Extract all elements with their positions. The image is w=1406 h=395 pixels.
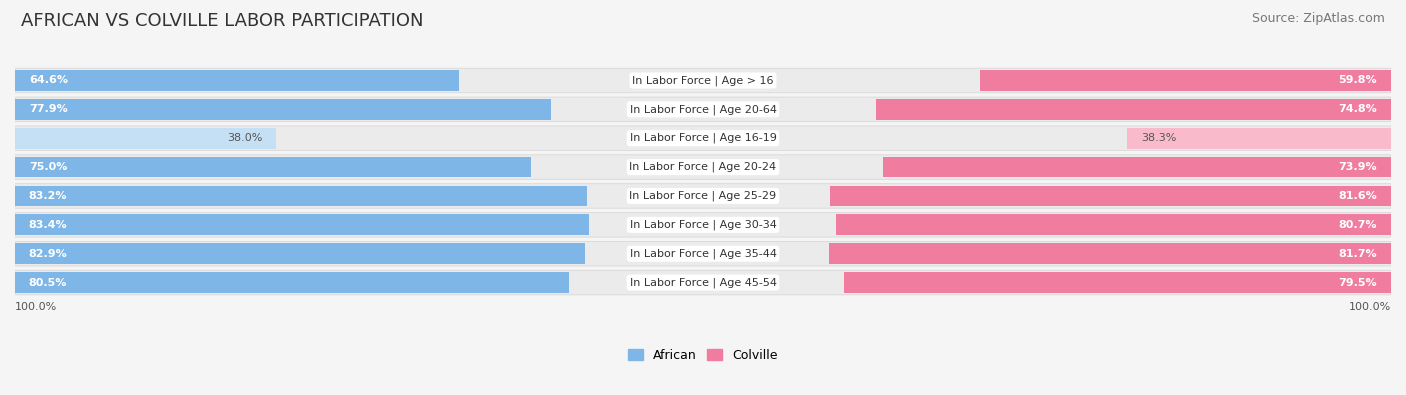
Bar [15, 70, 460, 91]
FancyBboxPatch shape [15, 126, 1391, 150]
Bar [15, 186, 588, 206]
Text: 74.8%: 74.8% [1339, 104, 1378, 114]
Bar [830, 243, 1391, 264]
Text: Source: ZipAtlas.com: Source: ZipAtlas.com [1251, 12, 1385, 25]
Bar [835, 214, 1391, 235]
Bar [1128, 128, 1391, 149]
Text: 38.0%: 38.0% [228, 133, 263, 143]
Text: 81.7%: 81.7% [1339, 249, 1378, 259]
FancyBboxPatch shape [15, 213, 1391, 237]
Bar [876, 99, 1391, 120]
Bar [15, 99, 551, 120]
FancyBboxPatch shape [15, 241, 1391, 266]
Bar [15, 128, 277, 149]
Text: AFRICAN VS COLVILLE LABOR PARTICIPATION: AFRICAN VS COLVILLE LABOR PARTICIPATION [21, 12, 423, 30]
Text: 38.3%: 38.3% [1142, 133, 1177, 143]
FancyBboxPatch shape [15, 68, 1391, 93]
Text: 75.0%: 75.0% [28, 162, 67, 172]
Text: In Labor Force | Age 20-24: In Labor Force | Age 20-24 [630, 162, 776, 172]
Text: 83.2%: 83.2% [28, 191, 67, 201]
Bar [980, 70, 1391, 91]
Bar [15, 157, 531, 177]
Text: In Labor Force | Age 45-54: In Labor Force | Age 45-54 [630, 277, 776, 288]
Text: In Labor Force | Age 16-19: In Labor Force | Age 16-19 [630, 133, 776, 143]
Text: 64.6%: 64.6% [28, 75, 67, 85]
Text: 80.7%: 80.7% [1339, 220, 1378, 230]
Bar [15, 214, 589, 235]
Text: In Labor Force | Age 20-64: In Labor Force | Age 20-64 [630, 104, 776, 115]
Text: 73.9%: 73.9% [1339, 162, 1378, 172]
Text: 100.0%: 100.0% [1348, 302, 1391, 312]
Text: 80.5%: 80.5% [28, 278, 67, 288]
Text: In Labor Force | Age > 16: In Labor Force | Age > 16 [633, 75, 773, 86]
Text: 79.5%: 79.5% [1339, 278, 1378, 288]
Text: 59.8%: 59.8% [1339, 75, 1378, 85]
Text: 77.9%: 77.9% [28, 104, 67, 114]
Bar [883, 157, 1391, 177]
FancyBboxPatch shape [15, 155, 1391, 179]
Text: In Labor Force | Age 30-34: In Labor Force | Age 30-34 [630, 220, 776, 230]
FancyBboxPatch shape [15, 97, 1391, 122]
Text: 82.9%: 82.9% [28, 249, 67, 259]
Text: In Labor Force | Age 25-29: In Labor Force | Age 25-29 [630, 191, 776, 201]
Legend: African, Colville: African, Colville [628, 349, 778, 362]
Bar [15, 243, 585, 264]
Bar [830, 186, 1391, 206]
Text: 83.4%: 83.4% [28, 220, 67, 230]
Text: 81.6%: 81.6% [1339, 191, 1378, 201]
FancyBboxPatch shape [15, 270, 1391, 295]
Text: 100.0%: 100.0% [15, 302, 58, 312]
Bar [844, 272, 1391, 293]
FancyBboxPatch shape [15, 184, 1391, 208]
Bar [15, 272, 569, 293]
Text: In Labor Force | Age 35-44: In Labor Force | Age 35-44 [630, 248, 776, 259]
